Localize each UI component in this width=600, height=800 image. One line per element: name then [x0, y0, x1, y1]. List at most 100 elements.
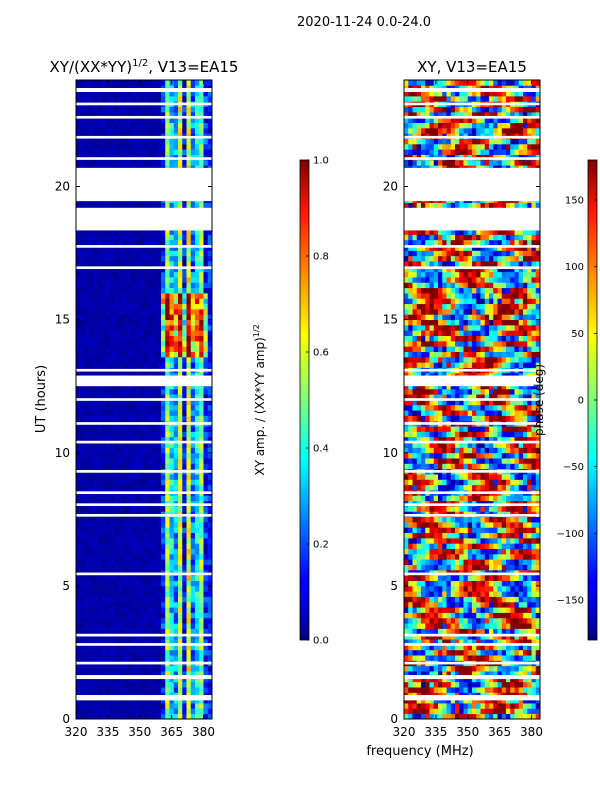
heatmap-cell [97, 202, 102, 209]
heatmap-cell [438, 559, 443, 565]
heatmap-cell [484, 671, 490, 677]
heatmap-cell [97, 293, 102, 299]
heatmap-cell [135, 442, 141, 448]
heatmap-cell [101, 250, 107, 257]
heatmap-cell [122, 623, 128, 629]
heatmap-cell [161, 506, 166, 512]
heatmap-cell [203, 149, 209, 155]
heatmap-cell [199, 452, 204, 459]
heatmap-cell [110, 239, 115, 246]
heatmap-cell [135, 601, 141, 608]
heatmap-cell [408, 623, 413, 629]
heatmap-cell [84, 644, 90, 651]
heatmap-cell [446, 543, 452, 549]
heatmap-cell [493, 633, 498, 640]
heatmap-cell [497, 708, 503, 715]
heatmap-cell [122, 436, 128, 443]
heatmap-cell [88, 287, 94, 294]
heatmap-cell [195, 671, 200, 677]
heatmap-cell [131, 639, 136, 645]
data-gap-band [76, 87, 212, 92]
heatmap-cell [80, 351, 85, 358]
heatmap-cell [438, 703, 443, 709]
heatmap-cell [190, 516, 196, 523]
heatmap-cell [425, 553, 430, 560]
heatmap-cell [148, 628, 153, 635]
heatmap-cell [203, 479, 209, 486]
heatmap-cell [203, 575, 209, 581]
heatmap-cell [156, 143, 162, 150]
heatmap-cell [110, 639, 115, 645]
heatmap-cell [161, 335, 166, 342]
heatmap-cell [161, 106, 166, 113]
heatmap-cell [506, 681, 511, 688]
heatmap-cell [501, 591, 507, 597]
heatmap-cell [144, 537, 149, 544]
heatmap-cell [84, 553, 90, 560]
heatmap-cell [438, 628, 443, 635]
heatmap-cell [84, 80, 90, 86]
heatmap-cell [203, 95, 209, 102]
heatmap-cell [416, 553, 422, 560]
heatmap-cell [122, 255, 128, 262]
heatmap-cell [84, 255, 90, 262]
heatmap-cell [506, 649, 511, 656]
heatmap-cell [408, 548, 413, 555]
heatmap-cell [118, 426, 124, 432]
heatmap-cell [152, 458, 158, 464]
heatmap-cell [203, 138, 209, 145]
heatmap-cell [148, 506, 153, 512]
heatmap-cell [156, 633, 162, 640]
heatmap-cell [105, 426, 111, 432]
heatmap-cell [76, 239, 81, 246]
heatmap-cell [195, 479, 200, 486]
heatmap-cell [480, 580, 486, 587]
heatmap-cell [195, 458, 200, 464]
heatmap-cell [118, 351, 124, 358]
heatmap-cell [195, 431, 200, 438]
heatmap-cell [139, 229, 145, 235]
heatmap-cell [531, 681, 537, 688]
heatmap-cell [131, 388, 136, 395]
heatmap-cell [118, 362, 124, 368]
heatmap-cell [476, 628, 481, 635]
heatmap-cell [535, 644, 541, 651]
heatmap-cell [169, 415, 175, 422]
heatmap-cell [203, 591, 209, 597]
heatmap-cell [80, 159, 85, 166]
heatmap-cell [450, 703, 456, 709]
heatmap-cell [76, 708, 81, 715]
heatmap-cell [450, 575, 456, 581]
heatmap-cell [118, 703, 124, 709]
heatmap-cell [190, 426, 196, 432]
y-tick-label: 5 [62, 579, 70, 593]
heatmap-cell [161, 484, 166, 491]
heatmap-cell [203, 458, 209, 464]
heatmap-cell [110, 623, 115, 629]
heatmap-cell [207, 261, 213, 267]
heatmap-cell [144, 527, 149, 534]
heatmap-cell [408, 649, 413, 656]
heatmap-cell [169, 655, 175, 661]
heatmap-cell [514, 564, 520, 571]
heatmap-cell [207, 234, 213, 241]
heatmap-cell [404, 713, 409, 720]
heatmap-cell [105, 117, 111, 123]
heatmap-cell [207, 649, 213, 656]
heatmap-cell [510, 612, 515, 619]
heatmap-cell [178, 708, 183, 715]
heatmap-cell [165, 463, 170, 470]
heatmap-cell [110, 202, 115, 209]
heatmap-cell [472, 559, 477, 565]
heatmap-cell [463, 676, 469, 683]
heatmap-cell [148, 484, 153, 491]
heatmap-cell [97, 447, 102, 454]
heatmap-cell [131, 431, 136, 438]
heatmap-cell [131, 293, 136, 299]
heatmap-cell [76, 703, 81, 709]
heatmap-cell [156, 564, 162, 571]
heatmap-cell [131, 308, 136, 315]
heatmap-cell [446, 697, 452, 704]
heatmap-cell [110, 298, 115, 305]
heatmap-cell [207, 159, 213, 166]
